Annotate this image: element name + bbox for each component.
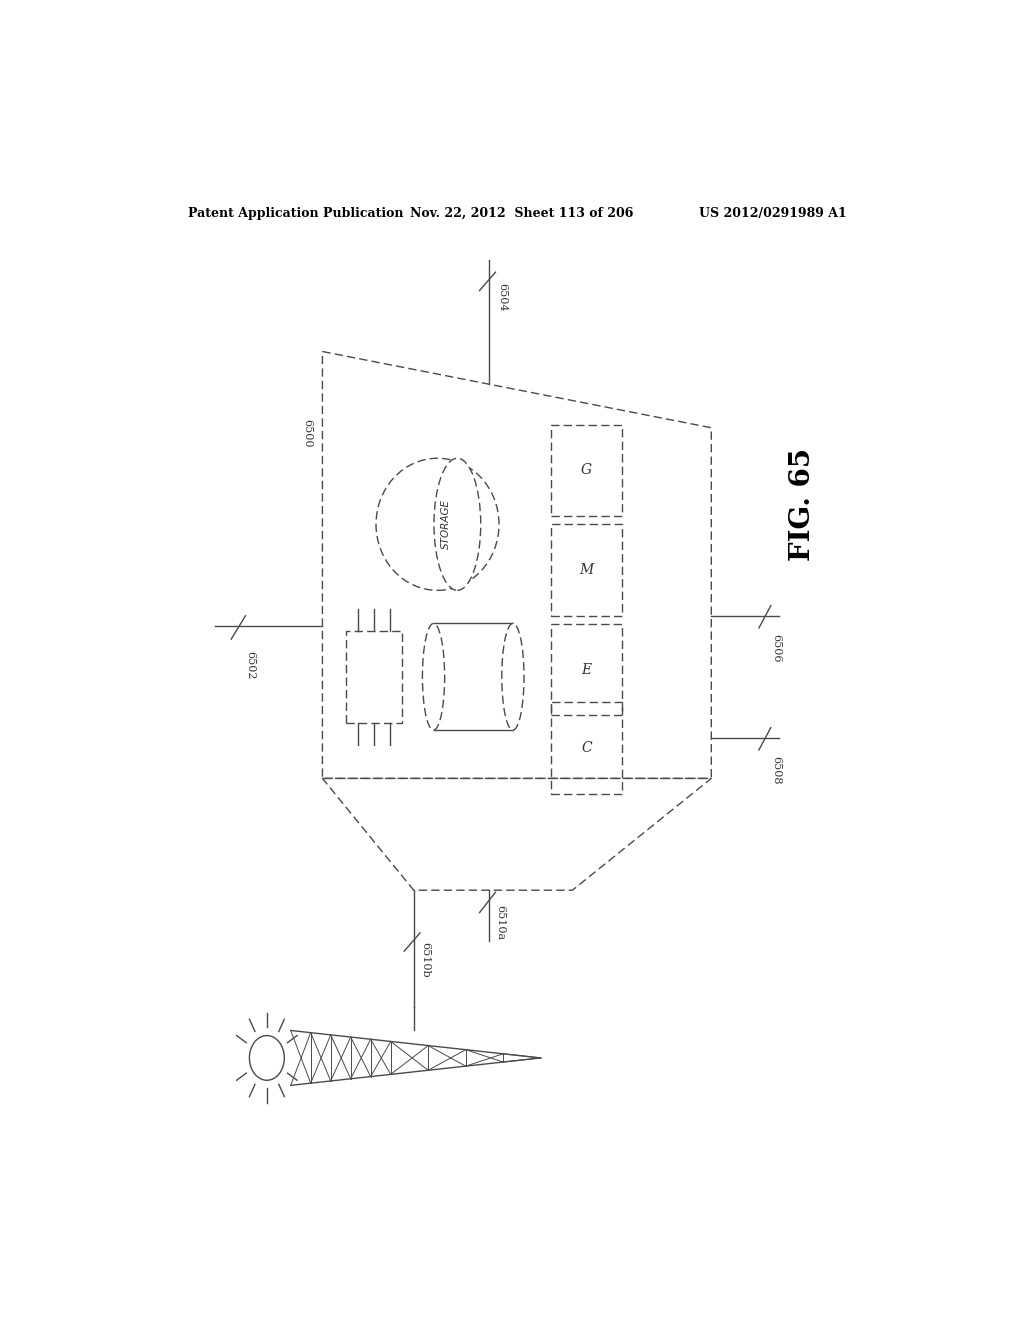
Text: 6510b: 6510b [420, 941, 430, 977]
Text: E: E [582, 663, 592, 677]
Text: 6502: 6502 [246, 651, 255, 680]
Text: M: M [580, 564, 594, 577]
Text: G: G [582, 463, 592, 478]
Text: Nov. 22, 2012  Sheet 113 of 206: Nov. 22, 2012 Sheet 113 of 206 [410, 207, 633, 220]
Text: C: C [582, 741, 592, 755]
Text: 6506: 6506 [771, 634, 781, 663]
Text: STORAGE: STORAGE [440, 499, 451, 549]
Ellipse shape [502, 623, 524, 730]
Text: 6500: 6500 [302, 418, 312, 447]
Text: 6504: 6504 [497, 284, 507, 312]
Text: FIG. 65: FIG. 65 [790, 447, 816, 561]
Text: 6510a: 6510a [496, 906, 506, 940]
Ellipse shape [434, 458, 480, 590]
Text: US 2012/0291989 A1: US 2012/0291989 A1 [699, 207, 847, 220]
Text: 6508: 6508 [771, 756, 781, 784]
Text: Patent Application Publication: Patent Application Publication [187, 207, 403, 220]
